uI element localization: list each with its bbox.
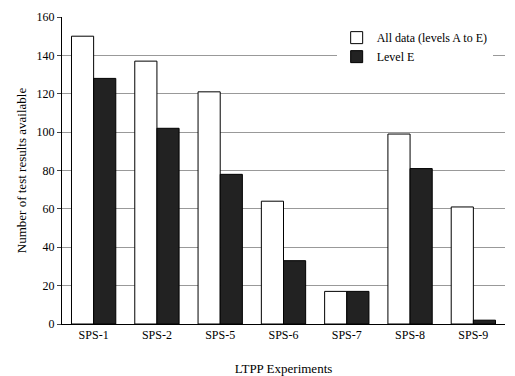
svg-text:All data (levels A to E): All data (levels A to E) [377,31,487,45]
svg-text:160: 160 [37,10,55,24]
svg-text:Level E: Level E [377,50,415,64]
svg-text:SPS-8: SPS-8 [395,328,425,342]
svg-text:100: 100 [37,125,55,139]
svg-text:140: 140 [37,49,55,63]
svg-text:80: 80 [43,164,55,178]
svg-text:Number of test results availab: Number of test results available [14,88,29,254]
svg-text:SPS-1: SPS-1 [79,328,109,342]
svg-text:SPS-5: SPS-5 [205,328,235,342]
svg-text:40: 40 [43,240,55,254]
svg-text:SPS-9: SPS-9 [458,328,488,342]
svg-text:SPS-7: SPS-7 [332,328,362,342]
svg-text:0: 0 [49,317,55,331]
svg-text:60: 60 [43,202,55,216]
svg-text:20: 20 [43,279,55,293]
svg-text:120: 120 [37,87,55,101]
svg-text:SPS-2: SPS-2 [142,328,172,342]
svg-text:SPS-6: SPS-6 [268,328,298,342]
svg-text:LTPP Experiments: LTPP Experiments [235,361,333,376]
